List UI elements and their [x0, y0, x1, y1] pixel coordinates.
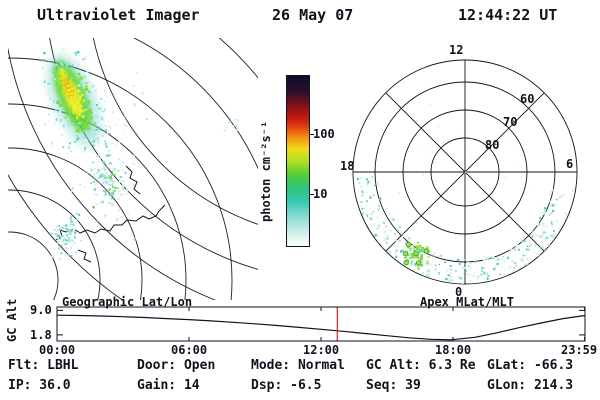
colorbar-tick-mark	[309, 194, 314, 195]
status-ip: IP: 36.0	[8, 378, 71, 393]
app-title: Ultraviolet Imager	[37, 6, 200, 24]
altitude-ytick-1.8: 1.8	[30, 328, 52, 342]
status-glat: GLat: -66.3	[487, 358, 574, 373]
status-gain: Gain: 14	[137, 378, 200, 393]
altitude-timeline-plot	[56, 306, 586, 342]
time-tick-0600: 06:00	[171, 343, 208, 357]
time-tick-2359: 23:59	[561, 343, 598, 357]
altitude-ylabel: GC Alt	[5, 298, 19, 342]
mlat-label-80: 80	[485, 138, 500, 152]
geographic-image-panel	[8, 38, 258, 300]
mlt-label-6: 6	[566, 157, 574, 171]
apex-image-panel	[352, 59, 578, 285]
colorbar-tick-mark	[309, 134, 314, 135]
status-mode: Mode: Normal	[251, 358, 345, 373]
geo-panel-caption: Geographic Lat/Lon	[62, 295, 193, 309]
time-tick-0000: 00:00	[39, 343, 76, 357]
apex-panel-caption: Apex MLat/MLT	[420, 295, 514, 309]
altitude-ytick-9: 9.0	[30, 303, 52, 317]
colorbar-tick-label-10: 10	[313, 187, 328, 201]
status-glon: GLon: 214.3	[487, 378, 574, 393]
mlt-label-18: 18	[340, 159, 355, 173]
status-door: Door: Open	[137, 358, 216, 373]
mlt-label-0: 0	[455, 285, 463, 299]
time-tick-1200: 12:00	[303, 343, 340, 357]
mlat-label-60: 60	[520, 92, 535, 106]
mlt-label-12: 12	[449, 43, 464, 57]
colorbar-unit-label: photon cm⁻²s⁻¹	[259, 120, 273, 222]
mlat-label-70: 70	[503, 115, 518, 129]
observation-date: 26 May 07	[272, 6, 354, 24]
time-tick-1800: 18:00	[435, 343, 472, 357]
colorbar-tick-label-100: 100	[313, 127, 335, 141]
status-seq: Seq: 39	[366, 378, 421, 393]
intensity-colorbar	[286, 75, 310, 247]
status-gc-alt: GC Alt: 6.3 Re	[366, 358, 476, 373]
status-dsp: Dsp: -6.5	[251, 378, 322, 393]
observation-time: 12:44:22 UT	[458, 6, 558, 24]
status-flt: Flt: LBHL	[8, 358, 79, 373]
